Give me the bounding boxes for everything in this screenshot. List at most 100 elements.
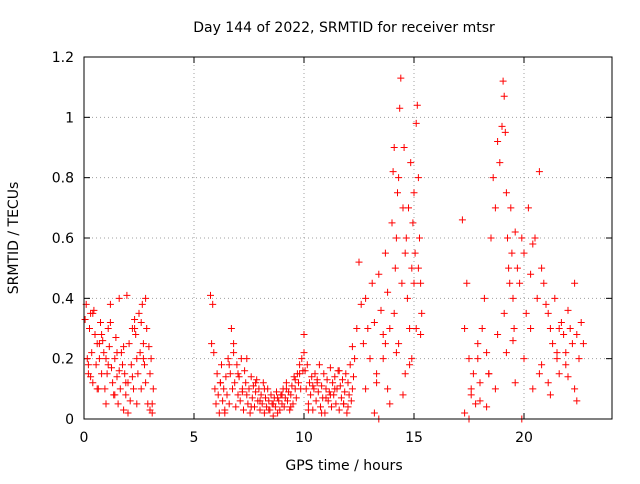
- data-point: [133, 400, 141, 408]
- data-point: [542, 300, 550, 308]
- data-point: [210, 349, 218, 357]
- data-point: [414, 174, 422, 182]
- data-point: [304, 406, 312, 414]
- data-point: [322, 385, 330, 393]
- data-point: [226, 370, 234, 378]
- data-point: [306, 379, 313, 387]
- data-point: [130, 385, 137, 393]
- data-point: [362, 385, 370, 393]
- data-point: [90, 306, 98, 314]
- grid: [84, 57, 612, 419]
- data-point: [533, 294, 541, 302]
- data-point: [407, 159, 415, 167]
- data-point: [274, 394, 282, 402]
- data-point: [410, 189, 418, 197]
- data-point: [275, 397, 283, 405]
- data-point: [476, 397, 484, 405]
- data-point: [318, 409, 326, 417]
- data-point: [472, 400, 480, 408]
- data-point: [146, 370, 154, 378]
- data-point: [234, 391, 242, 399]
- data-point: [286, 406, 294, 414]
- data-point: [122, 391, 130, 399]
- data-point: [267, 391, 275, 399]
- data-point: [106, 300, 114, 308]
- axis-ticks: 0 0.2 0.4 0.6 0.8 1 1.2 0 5 10 15 20: [52, 50, 612, 446]
- data-point: [114, 400, 122, 408]
- data-point: [143, 325, 151, 332]
- data-point: [513, 264, 521, 272]
- data-point: [401, 249, 409, 257]
- data-point: [461, 409, 469, 417]
- data-point: [328, 403, 335, 411]
- data-point: [494, 137, 502, 145]
- data-point: [102, 400, 110, 408]
- data-point: [315, 361, 323, 369]
- data-point: [406, 361, 414, 369]
- data-point: [223, 391, 231, 399]
- data-point: [325, 388, 333, 396]
- data-point: [278, 391, 286, 399]
- data-point: [509, 294, 517, 302]
- data-point: [573, 331, 581, 339]
- data-point: [557, 318, 565, 326]
- data-point: [418, 309, 426, 317]
- data-point: [309, 382, 317, 390]
- data-point: [233, 361, 241, 369]
- data-point: [498, 122, 506, 130]
- data-point: [562, 361, 570, 369]
- data-point: [347, 397, 355, 405]
- data-point: [148, 400, 156, 408]
- data-point: [458, 216, 466, 224]
- data-point: [298, 355, 306, 363]
- data-point: [307, 391, 315, 399]
- data-point: [331, 373, 339, 381]
- data-point: [113, 349, 121, 357]
- data-point: [132, 331, 140, 339]
- data-point: [538, 361, 546, 369]
- data-point: [300, 331, 308, 339]
- data-point: [207, 291, 214, 299]
- data-point: [335, 406, 343, 414]
- data-point: [103, 370, 111, 378]
- data-point: [535, 168, 543, 176]
- data-point: [406, 325, 414, 332]
- data-point: [310, 385, 318, 393]
- data-point: [390, 144, 398, 151]
- data-point: [476, 379, 484, 387]
- data-point: [336, 382, 344, 390]
- data-point: [398, 279, 406, 287]
- data-point: [145, 343, 153, 351]
- data-point: [524, 204, 532, 212]
- data-point: [134, 370, 142, 378]
- data-point: [337, 394, 345, 402]
- data-point: [478, 325, 486, 332]
- data-point: [123, 291, 131, 299]
- data-point: [92, 361, 100, 369]
- data-point: [469, 370, 477, 378]
- data-point: [276, 406, 284, 414]
- data-point: [260, 409, 268, 417]
- data-point: [83, 355, 91, 363]
- data-point: [553, 355, 561, 363]
- data-point: [287, 391, 295, 399]
- data-point: [137, 318, 145, 326]
- data-point: [81, 315, 89, 323]
- data-point: [257, 391, 265, 399]
- data-point: [510, 325, 518, 332]
- data-point: [344, 379, 352, 387]
- data-point: [408, 355, 416, 363]
- chart-title: Day 144 of 2022, SRMTID for receiver mts…: [193, 20, 495, 36]
- data-point: [222, 373, 230, 381]
- data-point: [280, 403, 288, 411]
- data-point: [133, 355, 141, 363]
- data-point: [341, 388, 349, 396]
- data-point: [141, 361, 148, 369]
- data-point: [474, 355, 482, 363]
- data-point: [381, 340, 389, 348]
- data-point: [355, 258, 363, 266]
- data-point: [225, 361, 233, 369]
- data-point: [474, 340, 482, 348]
- data-point: [121, 370, 129, 378]
- data-point: [221, 409, 229, 417]
